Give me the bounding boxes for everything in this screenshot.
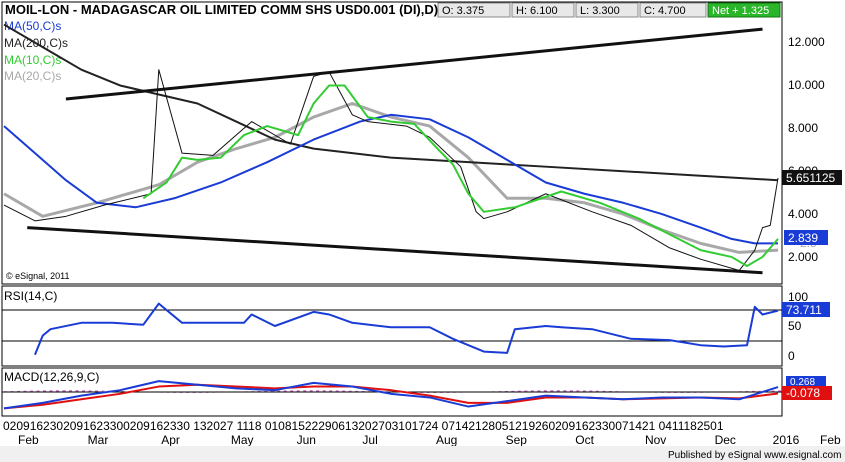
- series-layer: [2, 23, 782, 410]
- price-tick: 4.000: [788, 207, 818, 221]
- macd-histogram-bar: [569, 390, 573, 393]
- close-value: C: 4.700: [644, 5, 686, 17]
- high-value: H: 6.100: [516, 5, 558, 17]
- price-axis: 12.000 10.000 8.000 6.000 4.000 2.000: [788, 35, 825, 264]
- x-axis-dates: 0209162302091623300209162330 132027 1118…: [3, 419, 724, 433]
- rsi-tick: 0: [788, 349, 795, 363]
- price-tick: 2.000: [788, 250, 818, 264]
- month-label: Jul: [362, 433, 377, 447]
- macd-histogram-bar: [576, 390, 580, 393]
- legend-ma10: MA(10,C)s: [4, 53, 61, 67]
- macd-histogram-bar: [771, 390, 775, 393]
- macd-histogram-bar: [316, 390, 320, 393]
- ma10-line: [142, 84, 779, 267]
- price-tick: 10.000: [788, 78, 825, 92]
- month-label: Feb: [18, 433, 39, 447]
- rsi-badge: 73.711: [786, 303, 822, 317]
- month-label: Sep: [506, 433, 528, 447]
- rsi-tick: 50: [788, 319, 802, 333]
- macd-histogram-bar: [335, 390, 339, 393]
- macd-histogram-bar: [563, 390, 567, 393]
- ma50-line: [3, 113, 778, 245]
- macd-label: MACD(12,26,9,C): [4, 370, 99, 384]
- rsi-line: [34, 302, 779, 356]
- resistance-trendline: [65, 27, 763, 101]
- legend-ma20: MA(20,C)s: [4, 69, 61, 83]
- low-value: L: 3.300: [580, 5, 620, 17]
- macd-histogram-bar: [36, 390, 40, 393]
- open-value: O: 3.375: [442, 5, 484, 17]
- month-label: Dec: [715, 433, 736, 447]
- macd-histogram-bar: [95, 390, 99, 393]
- macd-histogram-bar: [296, 390, 300, 393]
- macd-histogram-bar: [543, 390, 547, 393]
- macd-line: [3, 380, 779, 410]
- signal-badge: -0.078: [786, 386, 820, 400]
- rsi-tick: 100: [788, 290, 808, 304]
- macd-histogram-bar: [283, 390, 287, 393]
- ma200-line: [3, 23, 779, 182]
- price-tick: 12.000: [788, 35, 825, 49]
- macd-histogram-bar: [69, 390, 73, 393]
- price-panel: [1, 1, 783, 285]
- macd-histogram-bar: [88, 390, 92, 393]
- macd-histogram-bar: [778, 390, 781, 393]
- x-axis-months: Feb Mar Apr May Jun Jul Aug Sep Oct Nov Dec 2016 Feb: [18, 433, 841, 447]
- macd-histogram-bar: [322, 390, 326, 393]
- macd-histogram-bar: [62, 390, 66, 393]
- month-label: Mar: [88, 433, 109, 447]
- copyright-note: © eSignal, 2011: [6, 271, 70, 281]
- month-label: 2016: [773, 433, 800, 447]
- chart-title: MOIL-LON - MADAGASCAR OIL LIMITED COMM S…: [5, 2, 438, 17]
- macd-histogram-bar: [309, 390, 313, 393]
- month-label: Apr: [161, 433, 180, 447]
- macd-histogram-bar: [43, 390, 47, 393]
- close-price-badge: 5.651125: [786, 171, 835, 185]
- month-label: May: [231, 433, 254, 447]
- macd-histogram-bar: [530, 390, 534, 393]
- macd-histogram-bar: [537, 390, 541, 393]
- ma50-badge: 2.839: [788, 231, 818, 245]
- macd-histogram-bar: [550, 390, 554, 393]
- month-label: Feb: [820, 433, 841, 447]
- macd-histogram-bar: [303, 390, 307, 393]
- rsi-panel: [1, 285, 783, 367]
- macd-histogram-bar: [49, 390, 53, 393]
- month-label: Jun: [297, 433, 316, 447]
- support-trendline: [27, 226, 763, 275]
- macd-histogram-bar: [75, 390, 79, 393]
- macd-badge: 0.268: [790, 377, 815, 388]
- footer-credit: Published by eSignal www.esignal.com: [668, 450, 841, 461]
- macd-histogram-bar: [290, 390, 294, 393]
- net-change: Net + 1.325: [712, 5, 769, 17]
- legend-ma50: MA(50,C)s: [4, 19, 61, 33]
- macd-histogram-bar: [329, 390, 333, 393]
- macd-histogram-bar: [556, 390, 560, 393]
- rsi-label: RSI(14,C): [4, 289, 57, 303]
- price-tick: 8.000: [788, 121, 818, 135]
- month-label: Aug: [436, 433, 457, 447]
- macd-histogram-bar: [56, 390, 60, 393]
- month-label: Oct: [575, 433, 594, 447]
- macd-histogram-bar: [82, 390, 86, 393]
- price-line: [3, 69, 779, 271]
- month-label: Nov: [645, 433, 666, 447]
- macd-histogram-bar: [582, 390, 586, 393]
